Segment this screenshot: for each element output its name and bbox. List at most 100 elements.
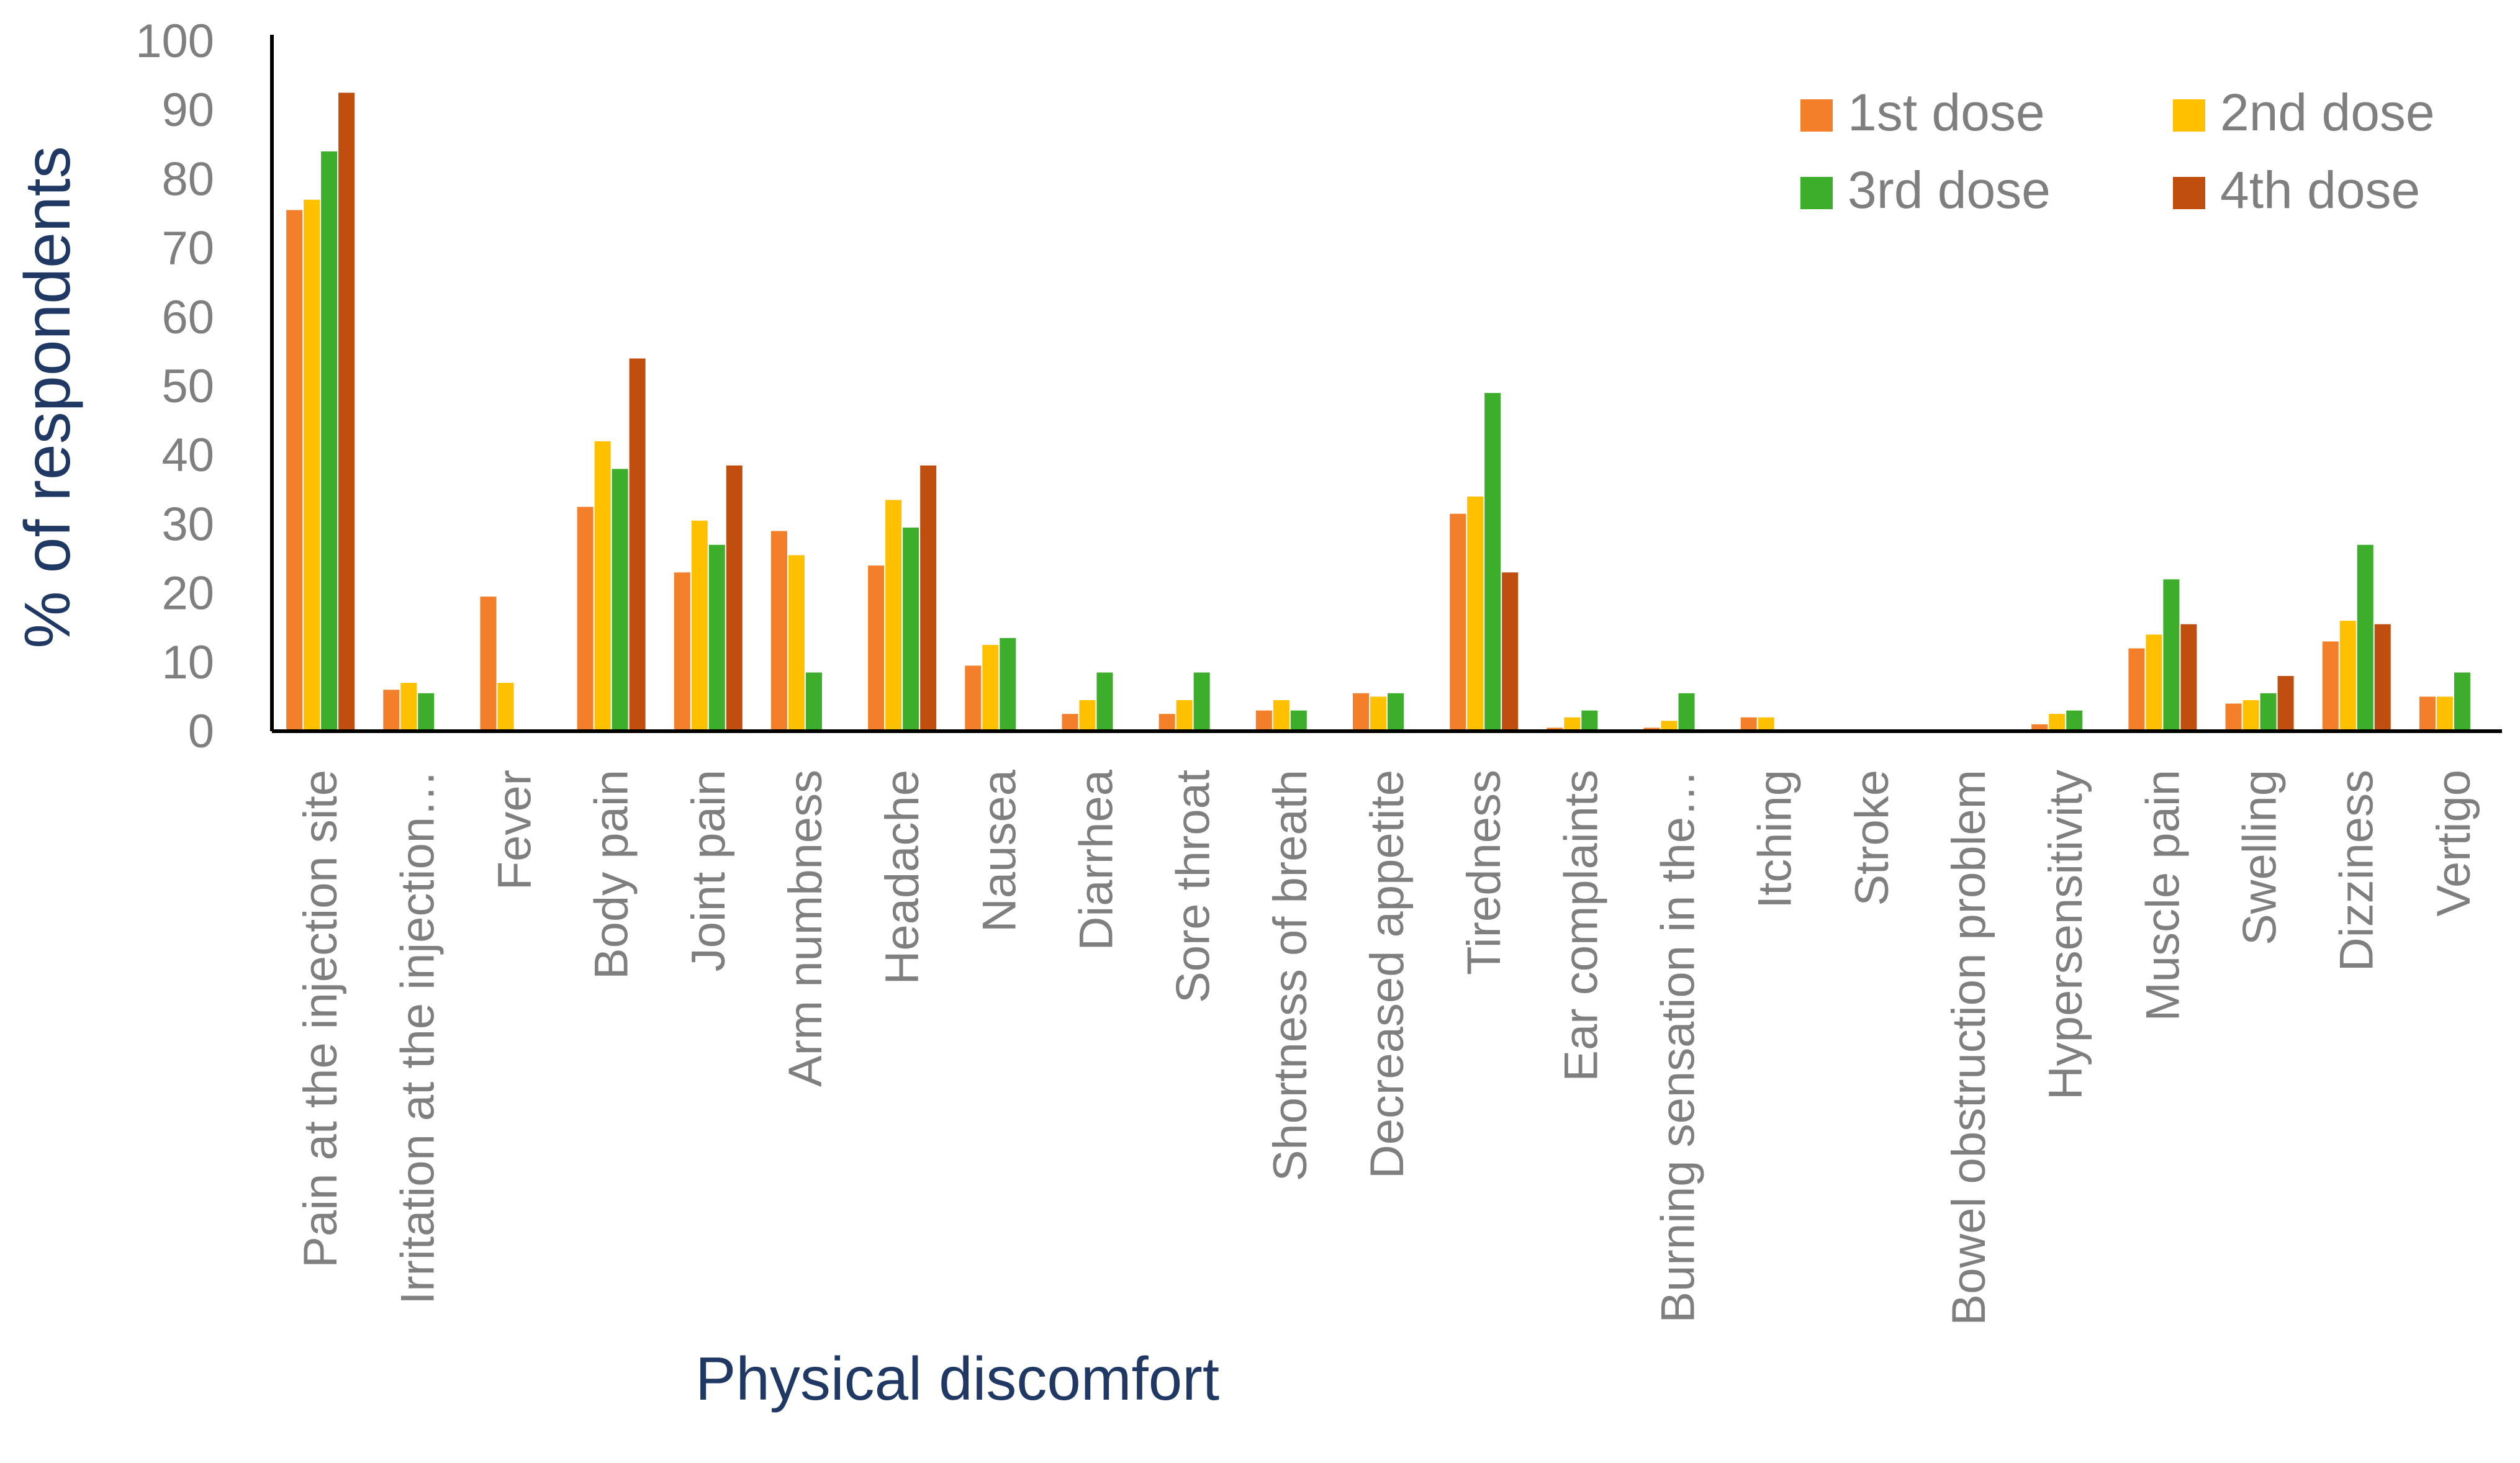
bar-1st-dose <box>480 596 497 731</box>
bar-2nd-dose <box>2049 714 2066 731</box>
legend-label: 1st dose <box>1848 83 2045 142</box>
bar-2nd-dose <box>1661 721 1678 731</box>
bar-1st-dose <box>770 531 787 731</box>
bar-1st-dose <box>674 572 690 731</box>
bar-2nd-dose <box>2436 696 2453 731</box>
bar-3rd-dose <box>418 693 435 731</box>
x-tick-label: Dizziness <box>2331 770 2383 971</box>
bar-1st-dose <box>2031 724 2048 731</box>
bar-4th-dose <box>726 465 743 731</box>
x-tick-label: Joint pain <box>682 770 735 971</box>
bar-3rd-dose <box>805 672 822 731</box>
y-tick-label: 40 <box>161 429 214 482</box>
legend-swatch <box>1800 177 1833 209</box>
x-tick-label: Muscle pain <box>2136 770 2189 1022</box>
bar-4th-dose <box>920 465 937 731</box>
x-tick-label: Pain at the injection site <box>294 770 347 1268</box>
bar-2nd-dose <box>982 645 999 731</box>
y-tick-label: 0 <box>188 705 214 758</box>
bar-1st-dose <box>2419 696 2436 731</box>
bar-2nd-dose <box>1564 717 1581 731</box>
y-tick-label: 20 <box>161 567 214 620</box>
bar-3rd-dose <box>1388 693 1404 731</box>
bar-3rd-dose <box>1290 710 1307 731</box>
x-tick-label: Swelling <box>2234 770 2287 945</box>
bar-2nd-dose <box>1176 700 1193 731</box>
bar-2nd-dose <box>1758 717 1774 731</box>
bar-2nd-dose <box>497 683 514 731</box>
bar-3rd-dose <box>708 544 725 731</box>
bar-4th-dose <box>2180 624 2197 731</box>
x-tick-label: Sore throat <box>1167 770 1220 1003</box>
bar-3rd-dose <box>2260 693 2277 731</box>
legend: 1st dose 2nd dose 3rd dose 4th dose <box>1800 83 2435 219</box>
y-tick-label: 10 <box>161 636 214 689</box>
bar-2nd-dose <box>691 520 708 731</box>
bar-3rd-dose <box>1678 693 1695 731</box>
legend-swatch <box>1800 99 1833 132</box>
bar-2nd-dose <box>2146 634 2162 731</box>
legend-swatch <box>2173 99 2205 132</box>
bar-4th-dose <box>2374 624 2391 731</box>
x-tick-label: Stroke <box>1846 770 1899 906</box>
bar-2nd-dose <box>885 500 902 731</box>
bar-1st-dose <box>1740 717 1757 731</box>
legend-label: 4th dose <box>2220 161 2420 219</box>
y-tick-label: 30 <box>161 498 214 551</box>
legend-label: 3rd dose <box>1848 161 2051 219</box>
bar-1st-dose <box>383 690 400 731</box>
bar-3rd-dose <box>2163 579 2180 731</box>
bar-2nd-dose <box>400 683 417 731</box>
bar-1st-dose <box>2128 648 2145 731</box>
bar-3rd-dose <box>612 469 628 731</box>
axes <box>270 35 2502 733</box>
x-axis-title: Physical discomfort <box>695 1344 1219 1413</box>
bar-1st-dose <box>868 565 885 731</box>
x-tick-label: Nausea <box>973 769 1026 932</box>
bar-4th-dose <box>2277 676 2294 731</box>
bar-3rd-dose <box>903 527 919 731</box>
bar-2nd-dose <box>2242 700 2259 731</box>
x-tick-label: Decreased appetite <box>1361 770 1414 1179</box>
x-tick-label: Irritation at the injection… <box>391 770 444 1305</box>
bar-1st-dose <box>1062 714 1078 731</box>
y-tick-label: 50 <box>161 360 214 413</box>
x-tick-label: Fever <box>488 770 541 890</box>
bar-2nd-dose <box>788 555 805 731</box>
bar-1st-dose <box>577 506 594 731</box>
bar-3rd-dose <box>2357 544 2373 731</box>
bar-1st-dose <box>286 210 303 731</box>
bar-4th-dose <box>629 358 646 731</box>
bar-2nd-dose <box>1273 700 1289 731</box>
bar-2nd-dose <box>2339 621 2356 731</box>
x-tick-label: Hypersensitivity <box>2039 770 2092 1100</box>
bar-1st-dose <box>1353 693 1369 731</box>
bar-2nd-dose <box>1467 496 1484 731</box>
bar-3rd-dose <box>1193 672 1210 731</box>
bar-4th-dose <box>1502 572 1519 731</box>
bar-1st-dose <box>965 665 982 731</box>
x-tick-label: Diarrhea <box>1070 769 1122 950</box>
bar-3rd-dose <box>1484 393 1501 731</box>
x-tick-label: Vertigo <box>2427 770 2480 917</box>
x-tick-label: Headache <box>876 770 929 985</box>
y-tick-label: 100 <box>135 15 214 68</box>
x-tick-label: Burning sensation in the… <box>1652 770 1705 1323</box>
bar-3rd-dose <box>321 151 338 732</box>
y-tick-label: 70 <box>161 222 214 275</box>
x-axis-category-labels: Pain at the injection site Irritation at … <box>294 769 2480 1325</box>
x-tick-label: Bowel obstruction problem <box>1943 770 1995 1326</box>
bar-1st-dose <box>2322 641 2339 731</box>
bar-1st-dose <box>1255 710 1272 731</box>
y-axis-title: % of respondents <box>12 146 84 648</box>
bar-3rd-dose <box>2066 710 2083 731</box>
bar-2nd-dose <box>1370 696 1386 731</box>
x-tick-label: Shortness of breath <box>1264 770 1317 1181</box>
bars <box>286 92 2470 732</box>
y-tick-label: 90 <box>161 84 214 137</box>
bar-3rd-dose <box>1000 637 1016 731</box>
bar-2nd-dose <box>304 199 320 731</box>
x-tick-label: Arm numbness <box>779 770 832 1087</box>
bar-1st-dose <box>1450 513 1466 731</box>
